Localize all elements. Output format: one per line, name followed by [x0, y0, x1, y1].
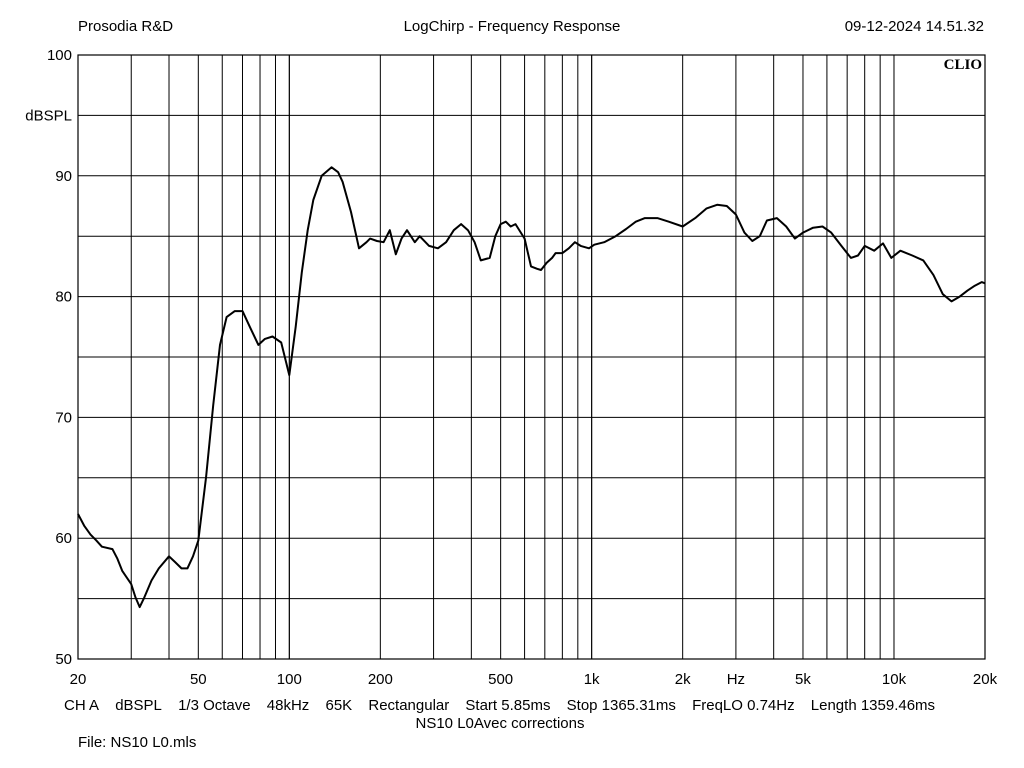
y-tick-label: 60	[55, 530, 72, 547]
x-tick-label: 2k	[675, 671, 691, 688]
y-tick-label: 90	[55, 168, 72, 185]
x-tick-label: 10k	[882, 671, 907, 688]
major-grid	[78, 114, 985, 600]
file-name: File: NS10 L0.mls	[78, 734, 197, 751]
x-tick-labels: 20 50 100 200 500 1k 2k 5k 10k 20k	[70, 671, 998, 688]
y-tick-label: 80	[55, 289, 72, 306]
x-tick-label: 500	[488, 671, 513, 688]
chart-title: LogChirp - Frequency Response	[403, 18, 621, 35]
setting-channel: CH A	[64, 697, 100, 714]
x-tick-label: 20k	[973, 671, 998, 688]
measurement-settings: CH A dBSPL 1/3 Octave 48kHz 65K Rectangu…	[64, 697, 947, 714]
setting-start: Start 5.85ms	[465, 697, 551, 714]
x-tick-label: 1k	[584, 671, 600, 688]
setting-size: 65K	[325, 697, 353, 714]
measurement-note: NS10 L0Avec corrections	[415, 715, 585, 732]
x-tick-label: 100	[277, 671, 302, 688]
header-timestamp: 09-12-2024 14.51.32	[844, 18, 984, 35]
setting-freq-lo: FreqLO 0.74Hz	[692, 697, 795, 714]
setting-window: Rectangular	[368, 697, 450, 714]
x-tick-label: 50	[190, 671, 207, 688]
setting-length: Length 1359.46ms	[810, 697, 936, 714]
x-tick-label: 20	[70, 671, 87, 688]
x-tick-label: 200	[368, 671, 393, 688]
y-tick-label: 100	[47, 47, 72, 64]
y-axis-label: dBSPL	[25, 107, 72, 124]
setting-stop: Stop 1365.31ms	[566, 697, 676, 714]
y-tick-label: 70	[55, 409, 72, 426]
clio-watermark: CLIO	[944, 57, 982, 73]
plot-frame	[77, 54, 986, 660]
y-tick-label: 50	[55, 651, 72, 668]
setting-sample-rate: 48kHz	[266, 697, 310, 714]
y-tick-labels: 50 60 70 80 90 100	[47, 47, 72, 668]
setting-smoothing: 1/3 Octave	[178, 697, 251, 714]
series-line	[77, 166, 986, 609]
setting-unit: dBSPL	[115, 697, 162, 714]
x-axis-unit-label: Hz	[727, 671, 745, 688]
header-left-label: Prosodia R&D	[78, 18, 174, 35]
x-tick-label: 5k	[795, 671, 811, 688]
